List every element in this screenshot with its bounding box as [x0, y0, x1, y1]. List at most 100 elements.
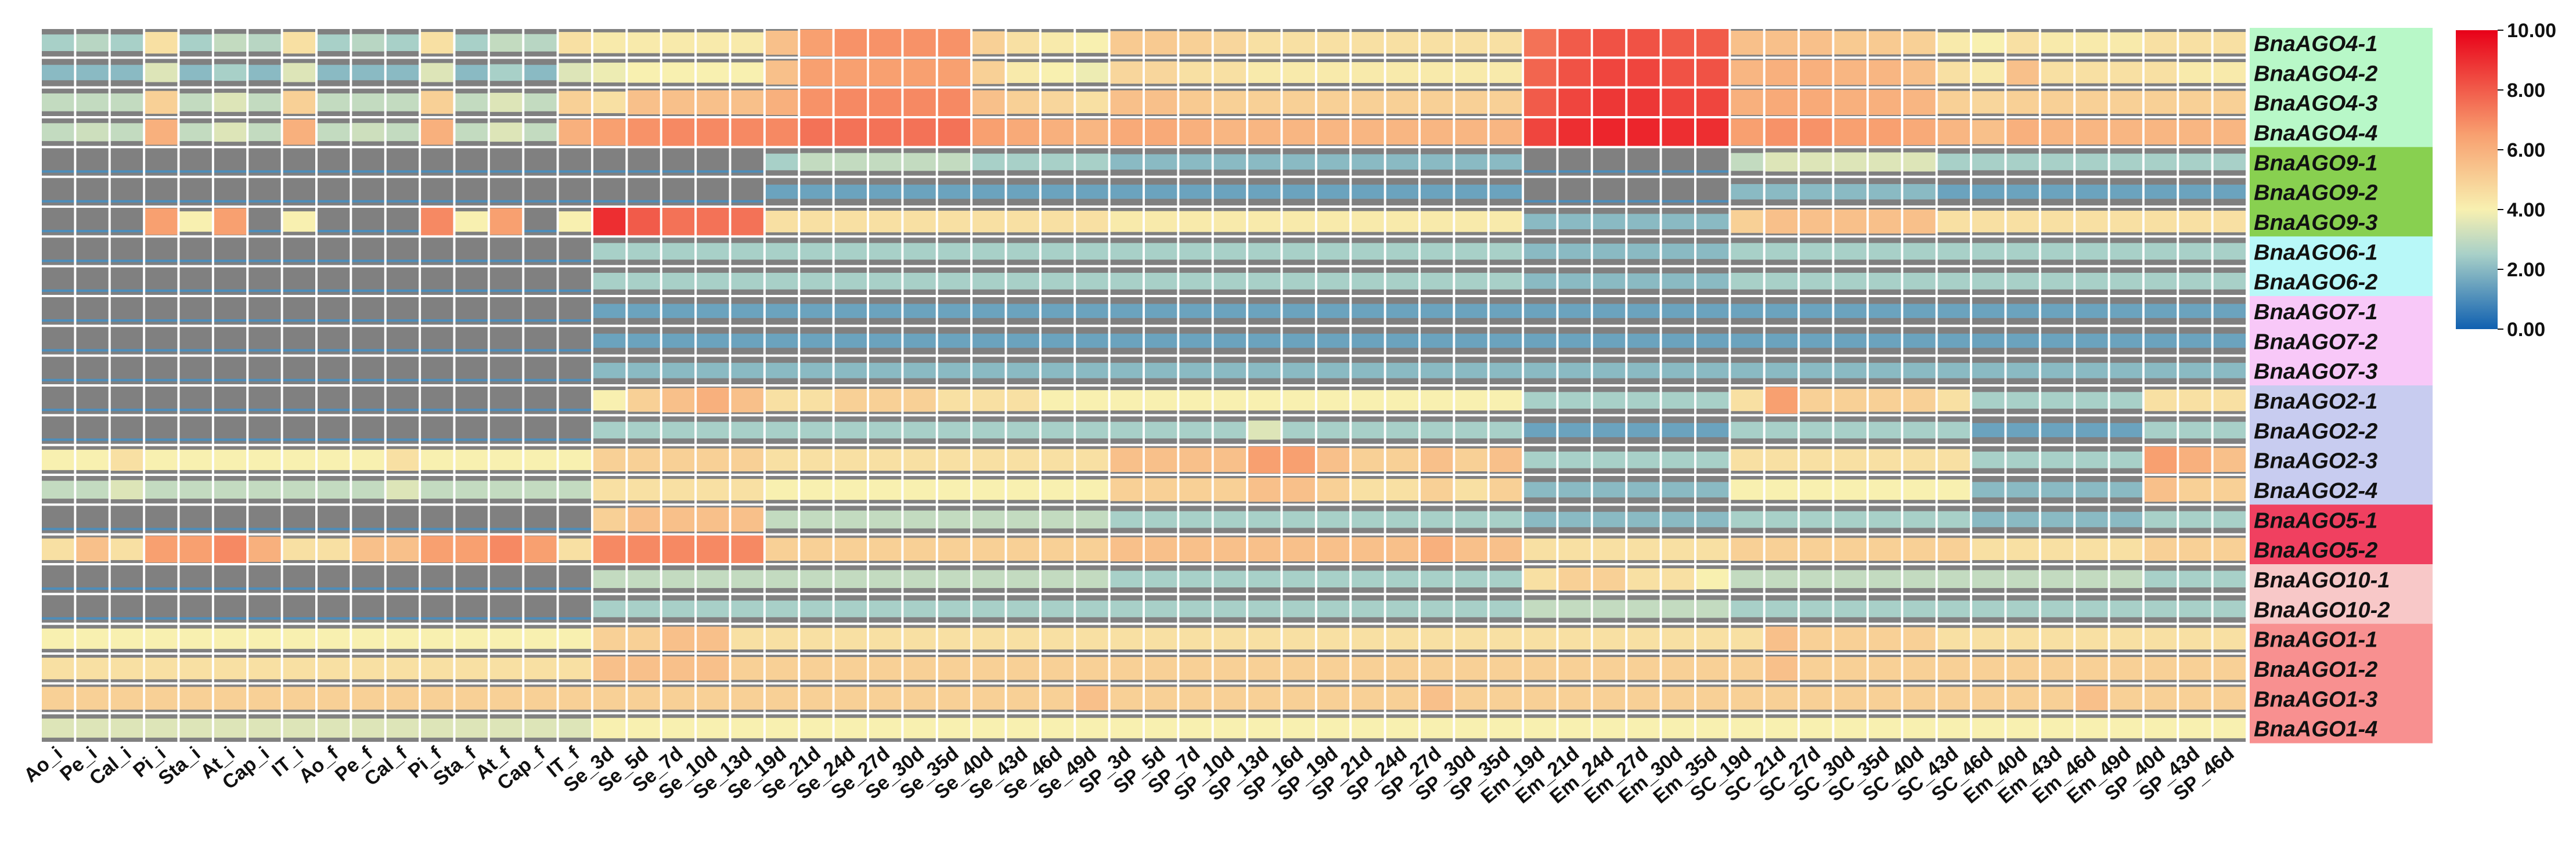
- heatmap-cell: [454, 564, 489, 594]
- heatmap-cell: [557, 534, 593, 564]
- heatmap-cell: [1109, 623, 1144, 654]
- heatmap-cell: [1971, 385, 2006, 416]
- heatmap-cell: [2143, 117, 2178, 147]
- heatmap-cell: [1350, 713, 1385, 743]
- heatmap-cell: [1867, 415, 1903, 445]
- heatmap-cell: [1316, 475, 1351, 505]
- heatmap-cell: [936, 534, 972, 564]
- heatmap-cell: [1281, 623, 1316, 654]
- heatmap-cell: [557, 296, 593, 326]
- heatmap-cell: [1178, 326, 1213, 356]
- scale-tick-label: 2.00: [2507, 259, 2545, 281]
- heatmap-cell: [2040, 236, 2075, 266]
- heatmap-cell: [1971, 28, 2006, 58]
- heatmap-cell: [1419, 564, 1454, 594]
- heatmap-cell: [2212, 326, 2247, 356]
- heatmap-cell: [1212, 87, 1248, 117]
- heatmap-cell: [1902, 623, 1937, 654]
- heatmap-cell: [1075, 445, 1109, 475]
- heatmap-cell: [764, 87, 799, 117]
- heatmap-cell: [75, 415, 110, 445]
- heatmap-cell: [212, 176, 248, 207]
- heatmap-cell: [1385, 355, 1420, 385]
- heatmap-cell: [1109, 236, 1144, 266]
- heatmap-cell: [488, 475, 524, 505]
- heatmap-cell: [1695, 57, 1730, 88]
- heatmap-cell: [661, 594, 696, 624]
- heatmap-cell: [2178, 147, 2213, 177]
- heatmap-cell: [144, 385, 179, 416]
- heatmap-cell: [1764, 266, 1799, 296]
- heatmap-cell: [1867, 57, 1903, 88]
- heatmap-cell: [351, 564, 386, 594]
- heatmap-cell: [178, 654, 213, 684]
- heatmap-cell: [661, 117, 696, 147]
- heatmap-cell: [1936, 28, 1972, 58]
- heatmap-cell: [1281, 445, 1316, 475]
- heatmap-cell: [1867, 594, 1903, 624]
- heatmap-cell: [1040, 415, 1075, 445]
- heatmap-cell: [2212, 176, 2247, 207]
- heatmap-cell: [1419, 266, 1454, 296]
- heatmap-cell: [316, 564, 351, 594]
- heatmap-cell: [1281, 683, 1316, 713]
- heatmap-cell: [1281, 266, 1316, 296]
- heatmap-cell: [144, 504, 179, 535]
- heatmap-cell: [282, 623, 317, 654]
- heatmap-cell: [1660, 594, 1696, 624]
- row-label-background: [2250, 266, 2433, 297]
- heatmap-cell: [1660, 564, 1696, 594]
- heatmap-cell: [696, 207, 730, 237]
- heatmap-cell: [1040, 326, 1075, 356]
- heatmap-cell: [2074, 87, 2109, 117]
- heatmap-cell: [764, 176, 799, 207]
- heatmap-cell: [1626, 87, 1661, 117]
- row-label: BnaAGO1-1: [2254, 628, 2377, 652]
- heatmap-cell: [1006, 445, 1040, 475]
- heatmap-cell: [1730, 266, 1764, 296]
- heatmap-cell: [1557, 534, 1592, 564]
- heatmap-cell: [626, 326, 661, 356]
- heatmap-cell: [1109, 87, 1144, 117]
- heatmap-cell: [799, 385, 834, 416]
- heatmap-cell: [1419, 504, 1454, 535]
- heatmap-cell: [592, 176, 627, 207]
- heatmap-cell: [109, 355, 145, 385]
- heatmap-cell: [1971, 623, 2006, 654]
- heatmap-cell: [41, 176, 75, 207]
- heatmap-cell: [2040, 683, 2075, 713]
- heatmap-cell: [282, 147, 317, 177]
- heatmap-cell: [488, 176, 524, 207]
- heatmap-cell: [868, 654, 903, 684]
- heatmap-cell: [1902, 534, 1937, 564]
- heatmap-cell: [1591, 564, 1627, 594]
- heatmap-cell: [351, 296, 386, 326]
- heatmap-cell: [2109, 87, 2143, 117]
- heatmap-cell: [936, 623, 972, 654]
- heatmap-cell: [523, 504, 558, 535]
- heatmap-cell: [1109, 713, 1144, 743]
- heatmap-cell: [1109, 445, 1144, 475]
- heatmap-cell: [1350, 266, 1385, 296]
- heatmap-cell: [488, 87, 524, 117]
- heatmap-cell: [1281, 57, 1316, 88]
- heatmap-cell: [1764, 176, 1799, 207]
- heatmap-cell: [833, 623, 869, 654]
- heatmap-cell: [1247, 594, 1282, 624]
- heatmap-cell: [1488, 326, 1523, 356]
- heatmap-cell: [144, 236, 179, 266]
- heatmap-cell: [212, 57, 248, 88]
- row-label: BnaAGO6-2: [2254, 270, 2377, 295]
- heatmap-cell: [592, 385, 627, 416]
- heatmap-cell: [2212, 266, 2247, 296]
- heatmap-cell: [282, 654, 317, 684]
- heatmap-cell: [1144, 296, 1179, 326]
- heatmap-cell: [2212, 623, 2247, 654]
- heatmap-cell: [764, 147, 799, 177]
- heatmap-cell: [1660, 57, 1696, 88]
- heatmap-cell: [2109, 117, 2143, 147]
- heatmap-cell: [557, 28, 593, 58]
- heatmap-cell: [557, 564, 593, 594]
- heatmap-cell: [730, 445, 765, 475]
- heatmap-cell: [1523, 57, 1558, 88]
